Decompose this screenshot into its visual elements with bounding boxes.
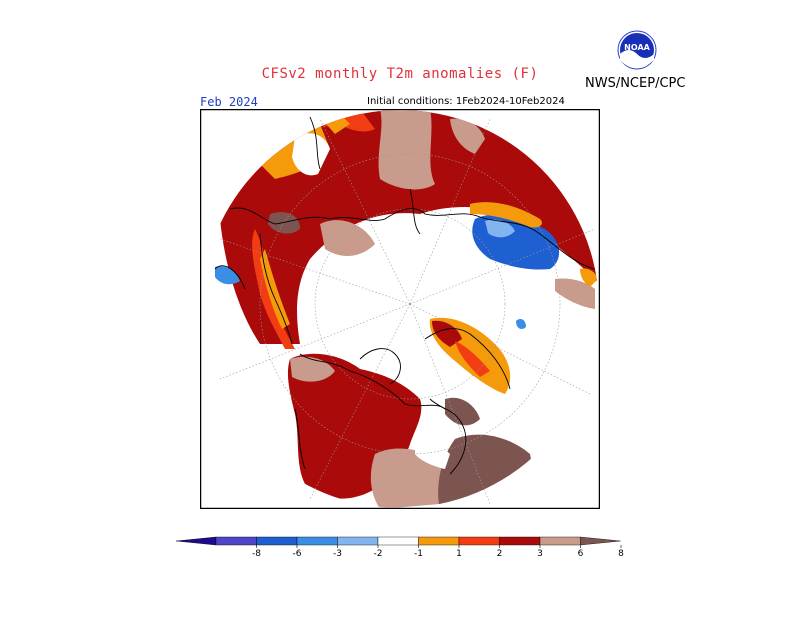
legend-tick-label: 2 [497, 549, 503, 559]
legend-tick-label: -8 [252, 549, 261, 559]
legend-arrow-high [580, 536, 621, 546]
region-alaska-red [432, 320, 462, 347]
map-title: CFSv2 monthly T2m anomalies (F) [261, 66, 539, 82]
region-pacific-bluespot [516, 319, 526, 329]
noaa-logo: NOAA [617, 30, 657, 75]
legend-tick-label: -2 [374, 549, 383, 559]
region-alaska-red-2 [455, 341, 490, 377]
legend-swatch [418, 536, 460, 546]
legend-tick-label: 6 [578, 549, 584, 559]
region-pacific-orange [580, 268, 598, 287]
region-canada-darkbrown [445, 397, 480, 426]
region-scandinavia-orange [260, 249, 290, 329]
coastlines [214, 116, 596, 475]
region-europe-brown [320, 220, 375, 256]
legend-swatch [296, 536, 338, 546]
legend-swatch [256, 536, 298, 546]
logo-text: NOAA [624, 43, 650, 52]
legend-tick-label: 8 [618, 549, 624, 559]
region-eastasia-lightblue [485, 219, 515, 238]
region-russia-brown [378, 110, 435, 190]
legend-tick-label: -3 [333, 549, 342, 559]
legend-arrow-low [175, 536, 217, 546]
legend-swatch [499, 536, 541, 546]
legend-swatch [337, 536, 379, 546]
region-atlantic-blue [215, 266, 240, 285]
legend-tick-label: -6 [293, 549, 302, 559]
legend-tick-label: 3 [537, 549, 543, 559]
month-label: Feb 2024 [200, 95, 258, 109]
region-neutral-patch [292, 133, 330, 176]
region-canada-brown [290, 356, 335, 382]
agency-label: NWS/NCEP/CPC [585, 76, 686, 91]
initial-conditions-label: Initial conditions: 1Feb2024-10Feb2024 [367, 96, 565, 107]
region-pacific-brown [555, 278, 595, 309]
region-russia-brown-2 [450, 118, 485, 154]
legend-swatch [458, 536, 500, 546]
region-eastasia-orange [470, 202, 542, 228]
region-greatlakes-neutral [415, 442, 450, 469]
legend-tick-label: -1 [414, 549, 423, 559]
legend-swatch [377, 536, 419, 546]
graticule [219, 118, 596, 505]
legend-tick-label: 1 [456, 549, 462, 559]
color-legend: -8 -6 -3 -2 -1 1 2 3 6 8 [174, 534, 626, 569]
legend-swatch [215, 536, 257, 546]
legend-swatch [539, 536, 581, 546]
polar-map [199, 108, 601, 514]
